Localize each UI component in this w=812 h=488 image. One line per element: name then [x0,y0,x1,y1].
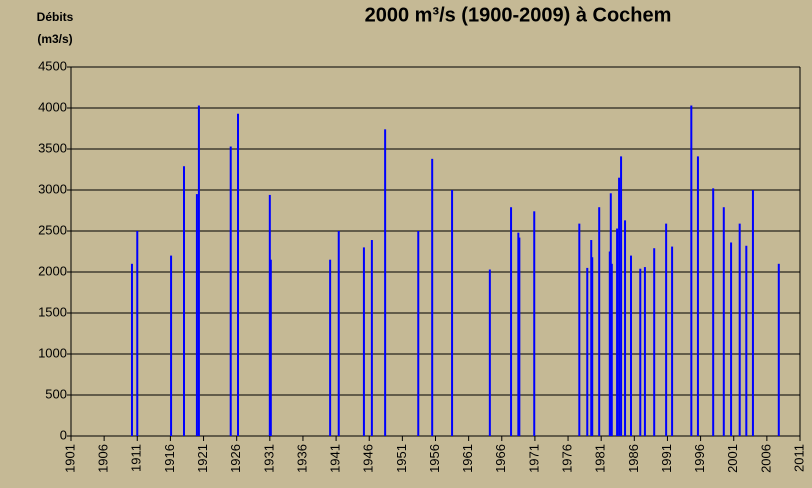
bar [616,228,619,436]
bar [591,257,594,436]
bar [578,223,581,436]
bar [722,207,725,436]
y-tick-label: 2500 [38,222,67,237]
bar [182,166,185,436]
x-tick-label: 1941 [328,444,343,473]
y-tick-label: 3500 [38,140,67,155]
chart-title: 2000 m³/s (1900-2009) à Cochem [365,4,672,26]
bar [624,220,627,436]
bar [533,211,536,436]
y-tick-label: 3000 [38,181,67,196]
x-tick-label: 1931 [261,444,276,473]
x-tick-label: 2006 [758,444,773,473]
bar [417,231,420,436]
x-tick-label: 1991 [659,444,674,473]
bar [510,207,513,436]
bar [671,246,674,436]
bar [370,240,373,436]
bar [130,263,133,436]
x-tick-label: 1936 [294,444,309,473]
bar [696,156,699,436]
y-tick-label: 1000 [38,345,67,360]
bar [384,129,387,436]
bar [451,190,454,436]
bar [610,263,613,436]
x-tick-label: 1986 [626,444,641,473]
x-tick-label: 1951 [394,444,409,473]
bar [170,255,173,436]
bar [598,207,601,436]
bar [751,190,754,436]
bar [197,105,200,436]
y-tick-label: 4500 [38,58,67,73]
x-tick-label: 1956 [427,444,442,473]
bar [229,146,232,437]
bar [136,231,139,436]
bar [237,113,240,437]
x-tick-label: 1976 [559,444,574,473]
bar [362,247,365,436]
y-tick-label: 0 [60,427,67,442]
x-tick-label: 1981 [593,444,608,473]
bar [518,237,521,436]
y-axis-label: Débits [37,10,74,24]
bar [777,263,780,436]
bar [745,245,748,436]
bar [620,156,623,436]
x-tick-label: 2011 [791,444,806,472]
bar [643,267,646,436]
bar [269,259,272,436]
x-tick-label: 1921 [195,444,210,473]
x-tick-label: 1946 [361,444,376,473]
bar [730,242,733,436]
bar [431,158,434,436]
bar [195,194,198,436]
x-tick-label: 2001 [725,444,740,473]
bar [690,105,693,436]
bar [337,231,340,436]
bar [488,269,491,436]
bar [712,188,715,436]
y-tick-label: 1500 [38,304,67,319]
y-axis-label: (m3/s) [37,32,72,46]
x-tick-label: 1996 [692,444,707,473]
bar [639,268,642,436]
x-tick-label: 1911 [129,444,144,472]
bar [738,223,741,436]
x-tick-label: 1906 [96,444,111,473]
y-tick-label: 500 [45,386,67,401]
x-tick-label: 1926 [228,444,243,473]
x-tick-label: 1966 [493,444,508,473]
y-tick-label: 4000 [38,99,67,114]
bar [653,248,656,436]
x-tick-label: 1901 [62,444,77,473]
bar [586,267,589,436]
x-tick-label: 1971 [526,444,541,473]
bar [665,223,668,436]
bar [630,255,633,436]
x-tick-label: 1961 [460,444,475,473]
y-tick-label: 2000 [38,263,67,278]
bar [618,177,621,436]
bar [329,259,332,436]
x-tick-label: 1916 [162,444,177,473]
